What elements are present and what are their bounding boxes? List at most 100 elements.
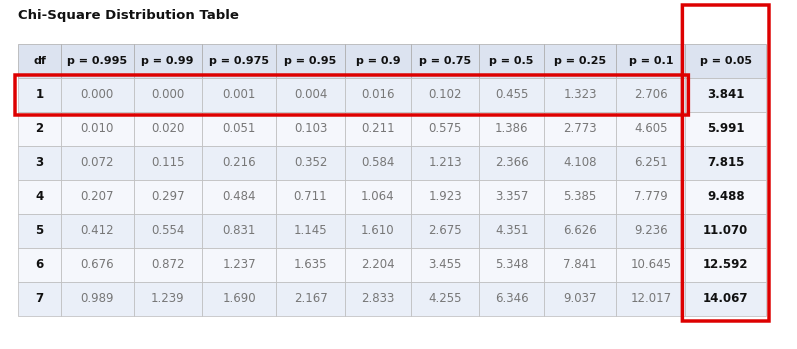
Text: 6: 6	[36, 259, 44, 272]
Bar	[479, 112, 544, 146]
Text: 0.352: 0.352	[294, 156, 328, 170]
Bar	[616, 282, 685, 316]
Bar	[18, 112, 61, 146]
Bar	[61, 248, 134, 282]
Bar	[18, 78, 61, 112]
Text: 2.773: 2.773	[563, 122, 597, 135]
Bar	[134, 248, 202, 282]
Text: 4: 4	[36, 191, 44, 203]
Bar	[411, 78, 479, 112]
Text: 0.072: 0.072	[80, 156, 114, 170]
Text: 0.216: 0.216	[222, 156, 256, 170]
Bar	[61, 78, 134, 112]
Text: 5: 5	[36, 224, 44, 238]
Bar	[479, 282, 544, 316]
Text: p = 0.1: p = 0.1	[629, 56, 673, 66]
Bar	[134, 112, 202, 146]
Bar	[18, 248, 61, 282]
Bar	[61, 180, 134, 214]
Bar	[344, 248, 411, 282]
Text: 0.103: 0.103	[294, 122, 328, 135]
Bar	[685, 248, 766, 282]
Bar	[411, 44, 479, 78]
Bar	[544, 112, 616, 146]
Bar	[134, 146, 202, 180]
Bar	[685, 282, 766, 316]
Bar	[544, 282, 616, 316]
Bar	[411, 146, 479, 180]
Bar	[202, 44, 277, 78]
Text: 0.297: 0.297	[151, 191, 184, 203]
Bar	[479, 146, 544, 180]
Text: 0.004: 0.004	[294, 89, 328, 102]
Text: 2.833: 2.833	[361, 292, 395, 305]
Text: 4.351: 4.351	[495, 224, 528, 238]
Text: 3.455: 3.455	[429, 259, 462, 272]
Bar	[685, 78, 766, 112]
Text: 5.991: 5.991	[707, 122, 744, 135]
Bar	[616, 146, 685, 180]
Bar	[18, 282, 61, 316]
Text: 0.115: 0.115	[151, 156, 184, 170]
Text: 0.016: 0.016	[361, 89, 395, 102]
Bar	[616, 214, 685, 248]
Text: 4.605: 4.605	[634, 122, 668, 135]
Text: 3.357: 3.357	[495, 191, 528, 203]
Bar	[344, 146, 411, 180]
Bar	[544, 248, 616, 282]
Text: 7.841: 7.841	[563, 259, 597, 272]
Bar	[544, 180, 616, 214]
Text: 0.000: 0.000	[80, 89, 114, 102]
Text: 2.204: 2.204	[361, 259, 395, 272]
Text: p = 0.975: p = 0.975	[209, 56, 269, 66]
Bar	[277, 180, 344, 214]
Bar	[685, 44, 766, 78]
Text: 0.010: 0.010	[80, 122, 114, 135]
Text: 0.051: 0.051	[222, 122, 256, 135]
Bar	[344, 214, 411, 248]
Text: 0.484: 0.484	[222, 191, 256, 203]
Bar	[344, 180, 411, 214]
Bar	[685, 214, 766, 248]
Bar	[411, 112, 479, 146]
Text: 3: 3	[36, 156, 44, 170]
Bar	[134, 44, 202, 78]
Text: p = 0.9: p = 0.9	[355, 56, 400, 66]
Bar	[61, 146, 134, 180]
Text: 0.000: 0.000	[151, 89, 184, 102]
Bar	[134, 180, 202, 214]
Bar	[616, 180, 685, 214]
Text: 0.554: 0.554	[151, 224, 184, 238]
Text: 12.592: 12.592	[703, 259, 748, 272]
Bar	[616, 44, 685, 78]
Text: 11.070: 11.070	[703, 224, 748, 238]
Bar	[61, 112, 134, 146]
Text: 0.872: 0.872	[151, 259, 184, 272]
Text: 0.001: 0.001	[222, 89, 256, 102]
Bar	[61, 214, 134, 248]
Text: 0.211: 0.211	[361, 122, 395, 135]
Text: 1.064: 1.064	[361, 191, 395, 203]
Text: 9.236: 9.236	[634, 224, 668, 238]
Text: 12.017: 12.017	[630, 292, 671, 305]
Bar	[277, 146, 344, 180]
Bar	[202, 248, 277, 282]
Bar	[61, 44, 134, 78]
Text: 7: 7	[36, 292, 44, 305]
Bar	[202, 112, 277, 146]
Bar	[277, 248, 344, 282]
Text: 10.645: 10.645	[630, 259, 671, 272]
Text: 0.831: 0.831	[222, 224, 256, 238]
Bar	[18, 146, 61, 180]
Bar	[277, 78, 344, 112]
Text: 6.346: 6.346	[495, 292, 528, 305]
Bar	[616, 78, 685, 112]
Text: 1.323: 1.323	[563, 89, 597, 102]
Bar	[544, 146, 616, 180]
Text: 0.412: 0.412	[80, 224, 114, 238]
Text: 0.207: 0.207	[80, 191, 114, 203]
Bar	[277, 44, 344, 78]
Bar	[544, 44, 616, 78]
Text: 14.067: 14.067	[703, 292, 748, 305]
Text: 0.584: 0.584	[361, 156, 395, 170]
